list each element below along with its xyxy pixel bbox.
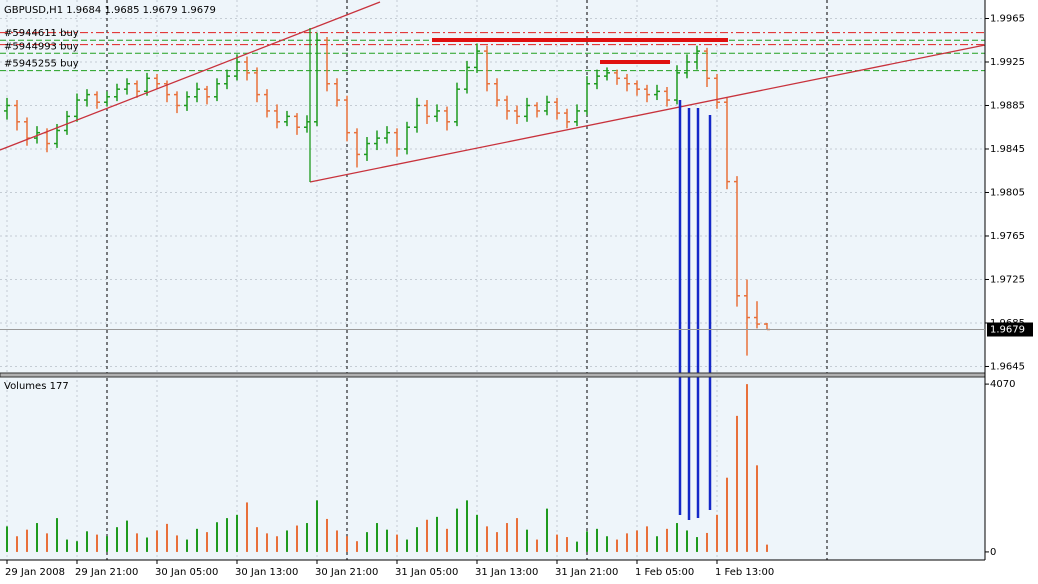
y-tick-label: 1.9645 [990,361,1025,372]
symbol: GBPUSD,H1 [4,5,63,16]
trendline [309,44,986,183]
volume-header: Volumes 177 [4,381,69,392]
x-tick-label: 1 Feb 05:00 [635,567,694,578]
y-tick-label: 1.9845 [990,144,1025,155]
x-tick-label: 29 Jan 2008 [5,567,65,578]
x-tick-label: 31 Jan 13:00 [475,567,538,578]
current-price-box [987,322,1033,337]
header-close: 1.9679 [181,5,216,16]
x-tick-label: 1 Feb 13:00 [715,567,774,578]
volume-tick-label: 4070 [990,379,1015,390]
x-tick-label: 31 Jan 05:00 [395,567,458,578]
volume-title: Volumes [4,381,46,392]
header-low: 1.9679 [143,5,178,16]
current-price-label: 1.9679 [990,325,1025,336]
y-tick-label: 1.9725 [990,274,1025,285]
y-tick-label: 1.9965 [990,13,1025,24]
drawings [0,1,986,520]
volume-tick-label: 0 [990,547,996,558]
x-tick-label: 30 Jan 05:00 [155,567,218,578]
chart-header: GBPUSD,H1 1.9684 1.9685 1.9679 1.9679 [4,5,216,16]
order-label: #5944993 buy [4,41,79,52]
x-tick-label: 30 Jan 21:00 [315,567,378,578]
header-open: 1.9684 [66,5,101,16]
plot-background [0,0,985,560]
price-bars [4,32,770,356]
order-label: #5944611 buy [4,28,79,39]
header-high: 1.9685 [104,5,139,16]
order-levels: #5944611 buy #5944993 buy #5945255 buy [0,28,985,72]
panel-divider [0,372,986,378]
grid [0,0,985,560]
y-tick-label: 1.9885 [990,100,1025,111]
x-tick-label: 29 Jan 21:00 [75,567,138,578]
order-label: #5945255 buy [4,59,79,70]
y-tick-label: 1.9805 [990,187,1025,198]
y-tick-label: 1.9765 [990,231,1025,242]
trendline [0,1,381,151]
volume-last: 177 [50,381,69,392]
price-scale-panel [985,0,1038,584]
y-tick-label: 1.9925 [990,57,1025,68]
time-scale-panel [0,560,985,584]
x-tick-label: 31 Jan 21:00 [555,567,618,578]
x-tick-label: 30 Jan 13:00 [235,567,298,578]
